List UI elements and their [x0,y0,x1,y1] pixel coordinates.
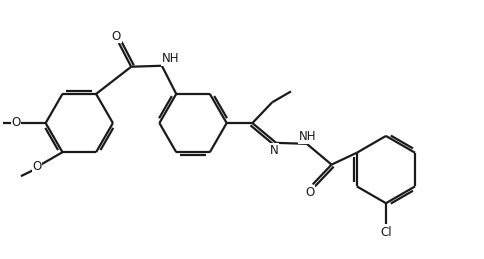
Text: O: O [111,30,121,42]
Text: N: N [269,144,278,157]
Text: Cl: Cl [379,226,391,239]
Text: O: O [305,186,314,199]
Text: NH: NH [298,131,316,143]
Text: O: O [32,160,42,173]
Text: O: O [11,116,20,128]
Text: NH: NH [161,52,179,65]
